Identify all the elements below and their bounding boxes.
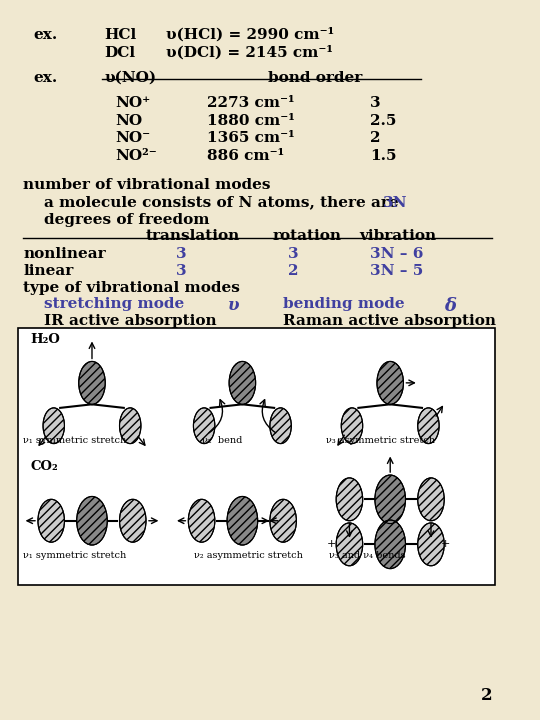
Text: vibration: vibration [360, 229, 437, 243]
Text: 886 cm⁻¹: 886 cm⁻¹ [207, 149, 284, 163]
Text: CO₂: CO₂ [31, 460, 58, 473]
Ellipse shape [43, 408, 64, 444]
Text: bending mode: bending mode [283, 297, 405, 311]
Ellipse shape [375, 475, 406, 523]
Ellipse shape [375, 520, 406, 569]
Text: 3: 3 [370, 96, 381, 109]
Ellipse shape [418, 478, 444, 521]
Text: υ(HCl) = 2990 cm⁻¹: υ(HCl) = 2990 cm⁻¹ [166, 28, 334, 42]
Text: bond order: bond order [268, 71, 362, 85]
Text: translation: translation [145, 229, 240, 243]
Text: +: + [327, 539, 336, 549]
Text: ν₂  bend: ν₂ bend [201, 436, 242, 446]
Ellipse shape [193, 408, 215, 444]
Ellipse shape [377, 361, 403, 405]
Ellipse shape [229, 361, 255, 405]
Text: NO⁻: NO⁻ [115, 131, 150, 145]
Text: 1.5: 1.5 [370, 149, 396, 163]
Ellipse shape [418, 523, 444, 566]
Text: nonlinear: nonlinear [23, 247, 106, 261]
Text: ν₁ symmetric stretch: ν₁ symmetric stretch [23, 436, 126, 446]
Text: DCl: DCl [105, 45, 136, 60]
Text: Raman active absorption: Raman active absorption [283, 314, 496, 328]
Text: 2: 2 [481, 688, 492, 704]
Text: 3: 3 [176, 247, 187, 261]
Ellipse shape [119, 408, 141, 444]
Text: ν₃ and ν₄ bends: ν₃ and ν₄ bends [329, 552, 406, 560]
Text: 1880 cm⁻¹: 1880 cm⁻¹ [207, 114, 294, 127]
Ellipse shape [341, 408, 363, 444]
Text: 2273 cm⁻¹: 2273 cm⁻¹ [207, 96, 294, 109]
Text: number of vibrational modes: number of vibrational modes [23, 178, 271, 192]
Text: 2.5: 2.5 [370, 114, 396, 127]
Text: rotation: rotation [273, 229, 342, 243]
Ellipse shape [336, 478, 363, 521]
Ellipse shape [79, 361, 105, 405]
Text: NO: NO [115, 114, 142, 127]
Text: ex.: ex. [33, 28, 58, 42]
Text: ν₃ asymmetric stretch: ν₃ asymmetric stretch [327, 436, 435, 446]
Text: υ(NO): υ(NO) [105, 71, 157, 85]
Text: ex.: ex. [33, 71, 58, 85]
Text: 3: 3 [176, 264, 187, 278]
Text: +: + [441, 539, 450, 549]
Ellipse shape [418, 408, 439, 444]
Text: δ: δ [444, 297, 456, 315]
Text: 2: 2 [288, 264, 299, 278]
Text: linear: linear [23, 264, 73, 278]
Text: υ: υ [227, 297, 239, 314]
Text: type of vibrational modes: type of vibrational modes [23, 282, 240, 295]
Text: 3: 3 [288, 247, 299, 261]
Text: H₂O: H₂O [31, 333, 60, 346]
Text: ν₁ symmetric stretch: ν₁ symmetric stretch [23, 552, 126, 560]
Text: 3N – 5: 3N – 5 [370, 264, 423, 278]
Ellipse shape [77, 497, 107, 545]
Text: HCl: HCl [105, 28, 137, 42]
Ellipse shape [336, 523, 363, 566]
FancyBboxPatch shape [18, 328, 495, 585]
Ellipse shape [270, 499, 296, 542]
Text: 3N – 6: 3N – 6 [370, 247, 423, 261]
Ellipse shape [270, 408, 291, 444]
Text: IR active absorption: IR active absorption [44, 314, 216, 328]
Text: 3N: 3N [382, 196, 407, 210]
Text: stretching mode: stretching mode [44, 297, 184, 311]
Text: 2: 2 [370, 131, 380, 145]
Text: degrees of freedom: degrees of freedom [44, 213, 209, 227]
Text: NO²⁻: NO²⁻ [115, 149, 157, 163]
Text: 1365 cm⁻¹: 1365 cm⁻¹ [207, 131, 294, 145]
Text: a molecule consists of N atoms, there are: a molecule consists of N atoms, there ar… [44, 196, 403, 210]
Ellipse shape [227, 497, 258, 545]
Text: ν₂ asymmetric stretch: ν₂ asymmetric stretch [194, 552, 303, 560]
Ellipse shape [119, 499, 146, 542]
Ellipse shape [188, 499, 215, 542]
Text: NO⁺: NO⁺ [115, 96, 150, 109]
Text: υ(DCl) = 2145 cm⁻¹: υ(DCl) = 2145 cm⁻¹ [166, 45, 333, 60]
Ellipse shape [38, 499, 64, 542]
